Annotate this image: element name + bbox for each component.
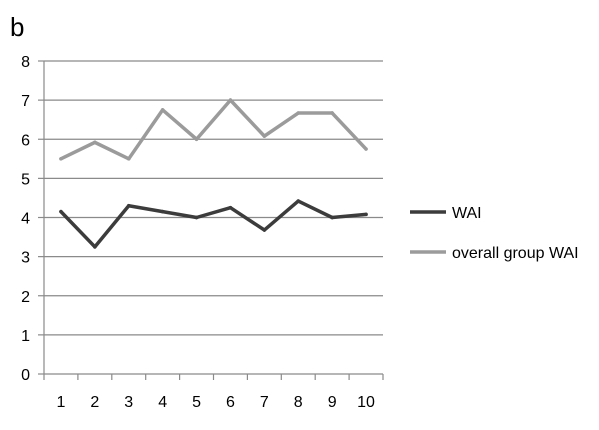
y-tick-label: 4	[21, 211, 30, 228]
data-point	[364, 212, 368, 217]
series-segment	[330, 212, 368, 220]
series-segment	[127, 204, 165, 214]
series-segment	[330, 111, 368, 151]
y-tick-label: 5	[21, 171, 30, 188]
series-segment	[228, 98, 267, 138]
series-segment	[296, 199, 334, 220]
series-segment	[194, 205, 233, 220]
x-tick-label: 2	[90, 394, 99, 411]
data-point	[262, 134, 267, 138]
x-tick-label: 1	[56, 394, 65, 411]
y-tick-label: 3	[21, 250, 30, 267]
data-point	[59, 157, 63, 161]
axes	[38, 60, 384, 380]
series-segment	[59, 140, 97, 161]
data-point	[228, 206, 233, 210]
x-tick-label: 10	[357, 394, 375, 411]
x-tick-label: 7	[260, 394, 269, 411]
data-point	[262, 228, 267, 232]
x-tick-label: 6	[226, 394, 235, 411]
series-segment	[127, 108, 165, 161]
series-segment	[160, 209, 199, 220]
y-tick-label: 6	[21, 132, 30, 149]
data-point	[194, 137, 199, 141]
x-tick-label: 4	[158, 394, 167, 411]
series-lines	[59, 98, 368, 249]
series-segment	[194, 98, 233, 141]
data-point	[59, 209, 63, 214]
y-tick-label: 7	[21, 93, 30, 110]
data-point	[93, 140, 97, 145]
x-tick-label: 8	[294, 394, 303, 411]
data-point	[364, 147, 368, 151]
series-segment	[93, 204, 131, 249]
panel-letter: b	[10, 12, 24, 42]
data-point	[127, 157, 131, 161]
legend-label: overall group WAI	[452, 245, 579, 262]
x-tick-label: 3	[124, 394, 133, 411]
series-segment	[262, 111, 300, 138]
series-segment	[262, 199, 300, 232]
x-tick-labels: 1 2 3 4 5 6 7 8 9 10	[56, 394, 375, 411]
x-tick-label: 9	[328, 394, 337, 411]
series-2	[59, 98, 368, 161]
data-point	[330, 111, 334, 115]
gridlines	[44, 60, 383, 336]
y-tick-label: 2	[21, 289, 30, 306]
data-point	[194, 215, 199, 220]
y-tick-labels: 0 1 2 3 4 5 6 7 8	[21, 54, 30, 384]
series-segment	[59, 209, 97, 249]
data-point	[127, 204, 131, 208]
y-tick-label: 8	[21, 54, 30, 71]
data-point	[296, 111, 300, 115]
series-segment	[93, 140, 131, 161]
data-point	[160, 108, 165, 112]
series-segment	[228, 205, 267, 232]
data-point	[228, 98, 233, 102]
legend: WAI overall group WAI	[410, 205, 579, 262]
data-point	[330, 215, 334, 220]
x-tick-label: 5	[192, 394, 201, 411]
data-point	[93, 245, 97, 249]
data-point	[296, 199, 300, 203]
y-tick-label: 0	[21, 367, 30, 384]
data-point	[160, 209, 165, 214]
y-tick-label: 1	[21, 328, 30, 345]
legend-label: WAI	[452, 205, 482, 222]
series-segment	[160, 108, 199, 141]
series-1	[59, 199, 368, 249]
